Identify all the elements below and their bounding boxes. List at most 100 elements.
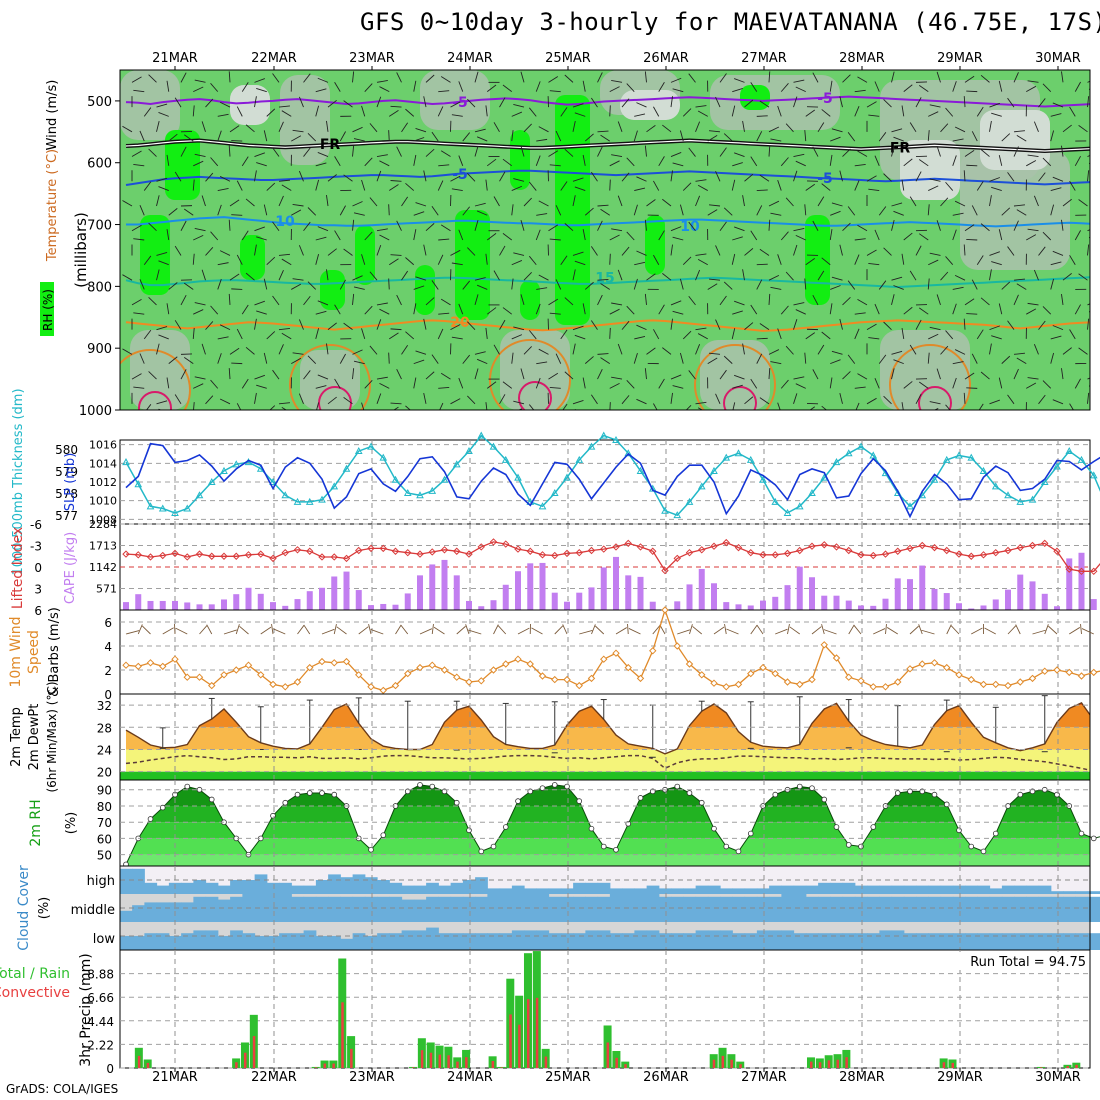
lifted-index-point (526, 547, 534, 555)
wind-barb (180, 146, 187, 157)
rh-point (588, 825, 595, 832)
cape-tick-label: 2284 (89, 518, 117, 531)
wind-barb (133, 164, 145, 167)
cape-bar (159, 600, 166, 610)
cloud-low-bar (1038, 933, 1052, 950)
temp-band-fill (126, 727, 1090, 750)
wind-barb (205, 172, 214, 182)
precip-conv-bar (1066, 1066, 1069, 1068)
wind-speed-point (220, 671, 228, 679)
thickness-point (489, 442, 498, 450)
wind-barb (228, 145, 231, 157)
wind-barb-surface (1080, 623, 1082, 635)
wind-barb-surface (821, 624, 825, 635)
rh-point (907, 788, 913, 795)
wind-barb (750, 82, 758, 92)
wind-barb (672, 385, 684, 389)
wind-barb-surface (297, 624, 305, 635)
y-tick-label: 700 (87, 219, 112, 234)
wind-barb (1042, 380, 1052, 389)
thickness-point (710, 466, 718, 474)
precip-conv-bar (235, 1062, 238, 1068)
wind-barb (609, 382, 620, 389)
cape-bar (404, 593, 411, 610)
wind-barb (715, 245, 721, 256)
wind-barb (1069, 403, 1074, 410)
wind-barb (437, 180, 444, 191)
wind-barb (231, 362, 243, 365)
wind-barb (389, 332, 399, 340)
wind-barb (915, 171, 922, 182)
wind-barb-surface (554, 625, 564, 635)
cloud-low-bar (401, 930, 415, 950)
wind-barb (998, 80, 1003, 92)
rh-moist-column (355, 225, 375, 285)
wind-barb (1016, 357, 1027, 365)
cloud-middle-bar (707, 896, 721, 922)
wind-barb (291, 135, 302, 142)
wind-barb (662, 124, 672, 133)
cloud-low-bar (1014, 933, 1027, 950)
wind-barb (1088, 162, 1090, 165)
wind-barb (1052, 102, 1064, 108)
wind-barb (548, 224, 559, 232)
cloud-high-bar (1075, 891, 1089, 894)
wind-barb (278, 195, 284, 207)
wind-barb (560, 107, 568, 117)
wind-barb (326, 195, 329, 207)
wind-barb (626, 380, 635, 389)
cloud-high-bar (266, 882, 280, 894)
wind-barb (611, 80, 623, 83)
cloud-low-bar (793, 933, 807, 950)
cloud-middle-bar (462, 896, 476, 922)
wind-barb (474, 368, 479, 380)
precip-conv-bar (518, 1024, 521, 1068)
wind-barb (854, 386, 866, 389)
wind-barb (549, 238, 561, 241)
wind-barb (842, 74, 851, 83)
wind-barb-surface (823, 629, 837, 635)
wind-barb (989, 102, 1000, 108)
wind-speed-point (477, 677, 485, 685)
wind-barb (405, 331, 415, 340)
wind-barb (927, 352, 930, 364)
wind-barb (715, 319, 721, 330)
wind-barb (829, 154, 833, 166)
wind-barb (658, 378, 665, 389)
rh-point (564, 783, 570, 790)
wind-barb (193, 160, 204, 167)
cape-bar (306, 591, 313, 610)
wind-barb-surface (273, 628, 286, 635)
lifted-index-point (1077, 567, 1086, 576)
wind-barb (231, 288, 243, 290)
rh-band (138, 822, 1090, 839)
wind-barb (609, 327, 611, 339)
thickness-point (1028, 495, 1037, 503)
wind-barb (952, 361, 964, 365)
cape-bar (478, 606, 485, 610)
cape-bar (625, 575, 632, 610)
wind-barb (768, 293, 771, 305)
wind-barb (388, 352, 390, 364)
wind-barb (777, 254, 782, 265)
wind-barb (963, 170, 966, 182)
lifted-index-point (1016, 543, 1024, 552)
wind-barb (646, 347, 656, 355)
cape-bar (711, 583, 717, 610)
wind-speed-point (526, 660, 534, 668)
wind-barb (168, 133, 178, 142)
wind-barb (633, 204, 638, 216)
cape-tick-label: 1713 (89, 540, 117, 553)
wind-barb (915, 245, 922, 256)
wind-barb (166, 377, 170, 389)
wind-barb (343, 100, 353, 108)
wind-barb (450, 324, 461, 331)
wind-barb (528, 330, 537, 340)
wind-barb (670, 152, 682, 157)
wind-barb (679, 204, 684, 216)
wind-barb (298, 319, 304, 330)
wind-barb (670, 374, 682, 380)
thickness-point (379, 453, 388, 461)
wind-barb (731, 253, 736, 265)
wind-barb (952, 286, 964, 290)
